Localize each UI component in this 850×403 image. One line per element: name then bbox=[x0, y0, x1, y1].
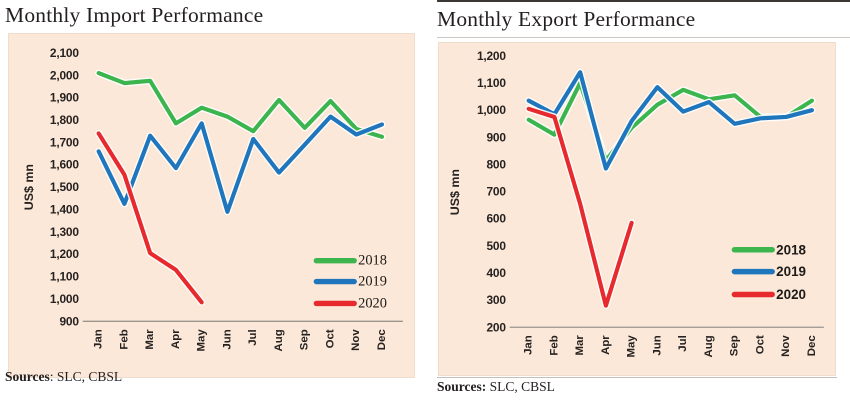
svg-text:Aug: Aug bbox=[703, 335, 715, 357]
y-axis-labels: 200 300 400 500 600 700 800 900 1,000 1,100 1,200 bbox=[477, 49, 507, 334]
bottom-divider bbox=[437, 377, 837, 378]
legend-label-2019: 2019 bbox=[776, 264, 806, 279]
svg-text:1,900: 1,900 bbox=[50, 91, 79, 105]
series-line-2019 bbox=[95, 113, 386, 216]
svg-text:Mar: Mar bbox=[574, 335, 586, 356]
sources-value: : SLC, CBSL bbox=[49, 369, 123, 384]
svg-text:Dec: Dec bbox=[376, 329, 388, 351]
svg-text:900: 900 bbox=[487, 130, 507, 144]
svg-text:Jan: Jan bbox=[523, 335, 535, 355]
svg-text:800: 800 bbox=[487, 157, 507, 171]
svg-text:1,600: 1,600 bbox=[50, 158, 79, 172]
svg-text:Apr: Apr bbox=[170, 329, 182, 349]
sources-label: Sources bbox=[5, 369, 50, 384]
import-line-chart: 900 1,000 1,100 1,200 1,300 1,400 1,500 1,600 1,… bbox=[22, 46, 403, 352]
x-axis-labels: Jan Feb Mar Apr May Jun Jul Aug Sep Oct Nov Dec bbox=[523, 335, 818, 358]
y-axis-labels: 900 1,000 1,100 1,200 1,300 1,400 1,500 1,600 1,… bbox=[50, 46, 80, 328]
svg-text:900: 900 bbox=[59, 314, 79, 328]
svg-text:Oct: Oct bbox=[324, 329, 336, 348]
svg-text:400: 400 bbox=[487, 266, 507, 280]
title-divider bbox=[437, 37, 850, 38]
svg-text:300: 300 bbox=[487, 293, 507, 307]
legend: 2018 2019 2020 bbox=[731, 242, 807, 302]
svg-text:1,500: 1,500 bbox=[50, 180, 79, 194]
export-line-chart: 200 300 400 500 600 700 800 900 1,000 1,100 1,200 U… bbox=[448, 49, 824, 358]
svg-text:Apr: Apr bbox=[600, 335, 612, 355]
svg-text:Oct: Oct bbox=[754, 335, 766, 354]
svg-text:200: 200 bbox=[487, 320, 507, 334]
svg-text:Aug: Aug bbox=[273, 329, 285, 351]
svg-text:Dec: Dec bbox=[806, 335, 818, 357]
series-line-2020 bbox=[95, 129, 206, 306]
svg-text:1,100: 1,100 bbox=[50, 270, 79, 284]
series-line-2020 bbox=[525, 105, 636, 310]
import-sources: Sources: SLC, CBSL bbox=[5, 369, 122, 385]
svg-text:1,200: 1,200 bbox=[50, 247, 79, 261]
svg-text:Feb: Feb bbox=[118, 329, 130, 349]
top-divider bbox=[437, 0, 850, 2]
svg-text:1,700: 1,700 bbox=[50, 135, 79, 149]
svg-text:Jul: Jul bbox=[677, 335, 689, 352]
y-axis-title: US$ mn bbox=[448, 169, 462, 215]
svg-text:Sep: Sep bbox=[729, 335, 741, 356]
legend-label-2020: 2020 bbox=[358, 295, 387, 311]
legend-label-2018: 2018 bbox=[358, 253, 387, 269]
svg-text:700: 700 bbox=[487, 185, 507, 199]
svg-text:2,100: 2,100 bbox=[50, 46, 79, 60]
svg-text:1,000: 1,000 bbox=[477, 103, 506, 117]
svg-text:500: 500 bbox=[487, 239, 507, 253]
svg-text:1,400: 1,400 bbox=[50, 202, 79, 216]
export-sources: Sources: SLC, CBSL bbox=[437, 379, 555, 395]
svg-text:Jan: Jan bbox=[93, 329, 105, 349]
svg-text:Nov: Nov bbox=[350, 329, 362, 351]
series-line-2018 bbox=[95, 69, 386, 141]
sources-label: Sources: bbox=[437, 379, 487, 394]
export-chart-panel: 200 300 400 500 600 700 800 900 1,000 1,100 1,200 U… bbox=[438, 42, 836, 376]
export-chart-title: Monthly Export Performance bbox=[437, 7, 696, 31]
y-axis-title: US$ mn bbox=[22, 164, 36, 210]
svg-text:1,300: 1,300 bbox=[50, 225, 79, 239]
import-chart-title: Monthly Import Performance bbox=[5, 3, 264, 27]
x-axis-labels: Jan Feb Mar Apr May Jun Jul Aug Sep Oct Nov Dec bbox=[93, 329, 388, 352]
series-line-2019 bbox=[525, 68, 816, 173]
legend-label-2018: 2018 bbox=[776, 242, 806, 257]
svg-text:Jul: Jul bbox=[247, 329, 259, 346]
svg-text:Nov: Nov bbox=[780, 335, 792, 357]
legend-label-2019: 2019 bbox=[358, 274, 387, 290]
svg-text:May: May bbox=[626, 335, 638, 358]
svg-text:Sep: Sep bbox=[299, 329, 311, 350]
import-chart-panel: 900 1,000 1,100 1,200 1,300 1,400 1,500 1,600 1,… bbox=[8, 33, 415, 378]
svg-text:2,000: 2,000 bbox=[50, 68, 79, 82]
sources-value: SLC, CBSL bbox=[486, 379, 555, 394]
svg-text:1,000: 1,000 bbox=[50, 292, 79, 306]
svg-text:1,800: 1,800 bbox=[50, 113, 79, 127]
svg-text:1,100: 1,100 bbox=[477, 76, 506, 90]
svg-text:Mar: Mar bbox=[144, 329, 156, 350]
svg-text:Jun: Jun bbox=[651, 335, 663, 355]
svg-text:1,200: 1,200 bbox=[477, 49, 506, 63]
legend: 2018 2019 2020 bbox=[313, 253, 387, 311]
svg-text:Feb: Feb bbox=[548, 335, 560, 355]
svg-text:May: May bbox=[196, 329, 208, 352]
legend-label-2020: 2020 bbox=[776, 287, 806, 302]
svg-text:Jun: Jun bbox=[221, 329, 233, 349]
svg-text:600: 600 bbox=[487, 212, 507, 226]
